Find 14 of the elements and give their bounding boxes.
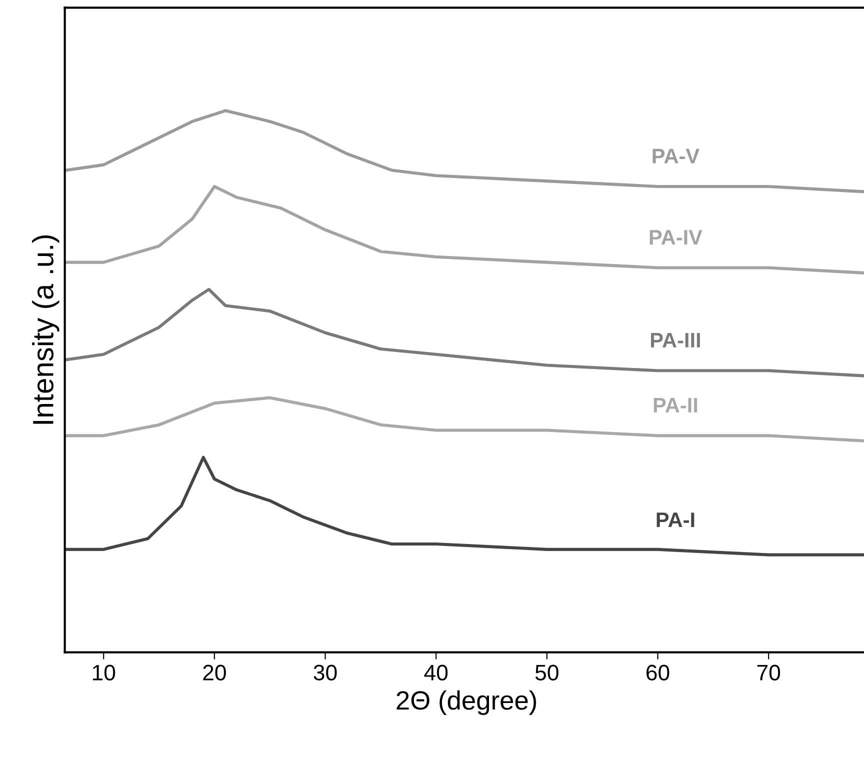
y-axis-title: Intensity (a .u.)	[32, 235, 60, 424]
series-label: PA-V	[652, 148, 700, 164]
x-tick-label: 20	[203, 664, 226, 680]
x-axis-title: 2Θ (degree)	[396, 690, 536, 716]
series-label: PA-I	[656, 512, 694, 527]
x-tick-label: 30	[314, 664, 337, 680]
series-label: PA-II	[654, 398, 698, 412]
x-tick-label: 60	[646, 664, 670, 680]
x-tick-label: 70	[757, 664, 780, 680]
x-tick-label: 50	[535, 664, 558, 680]
x-tick-label: 10	[92, 664, 116, 680]
series-label: PA-III	[651, 333, 700, 348]
x-tick-label: 40	[424, 664, 448, 680]
series-label: PA-IV	[650, 230, 702, 244]
